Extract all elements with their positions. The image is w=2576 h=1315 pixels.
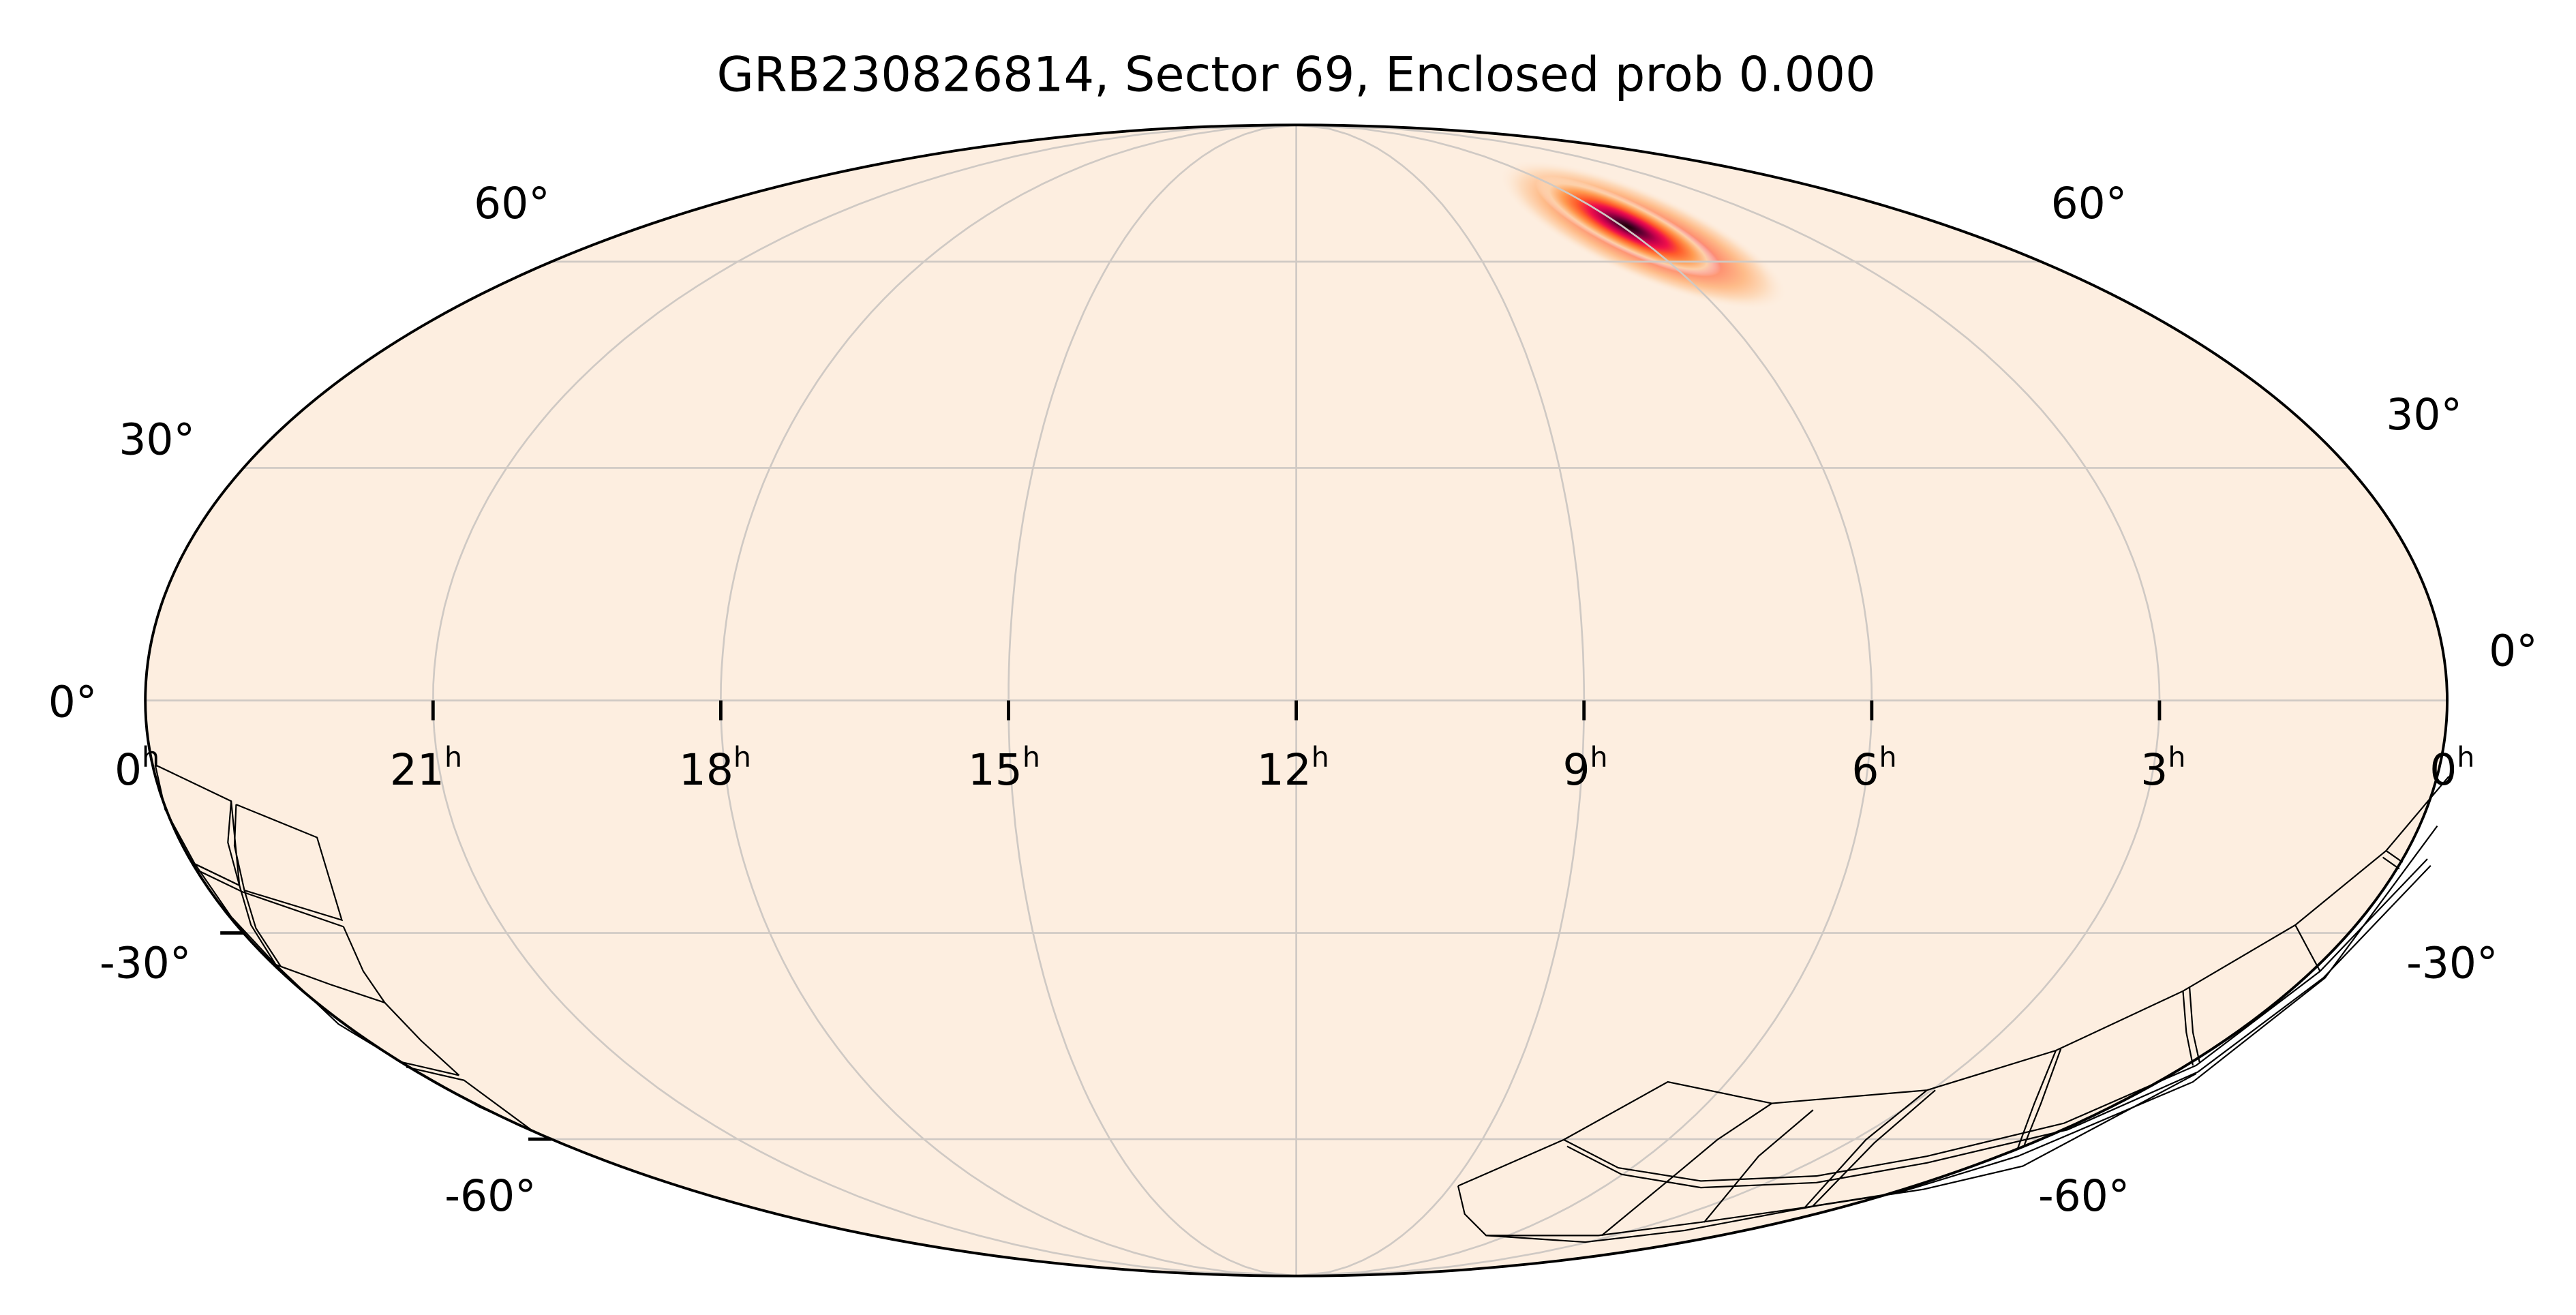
graticule [145,125,2448,1276]
dec-label: -60° [2038,1171,2130,1221]
dec-label: 30° [119,415,195,465]
ra-label: 12h [1257,740,1329,795]
ra-label: 6h [1851,740,1896,795]
tess-tile [1813,1089,1936,1207]
tess-tile [235,804,344,922]
tess-tile [2189,987,2200,1063]
tess-tile [2023,1048,2062,1145]
dec-label: 0° [2489,626,2538,676]
tess-tile [2017,1050,2057,1149]
dec-label: 30° [2386,390,2462,440]
ra-label: 0h [115,740,160,795]
tess-tile [194,863,240,886]
sector-tiles [154,764,2450,1243]
tess-tile [1486,1072,2197,1243]
tess-tile [2294,924,2321,972]
ra-label: 0h [2429,740,2474,795]
tess-tile [275,964,385,1003]
tess-tile [198,870,344,928]
tess-tile [233,804,282,967]
tess-tile [1563,858,2428,1182]
tess-tile [1566,864,2431,1189]
ra-label: 3h [2140,740,2185,795]
ra-tick-labels: 0h 21h 18h 15h 12h 9h 6h 3h 0h [115,740,2474,795]
ra-label: 18h [679,740,751,795]
tess-tile [2385,850,2404,863]
tess-tile [406,1066,534,1132]
ra-label: 9h [1562,740,1607,795]
tess-tile [2182,991,2194,1066]
tess-tile [401,1061,459,1076]
dec-label: 0° [48,678,97,727]
dec-label: -60° [444,1171,536,1221]
chart-title: GRB230826814, Sector 69, Enclosed prob 0… [716,47,1875,103]
tess-tile [1457,776,2450,1187]
dec-label: 60° [474,179,550,228]
ra-label: 21h [390,740,462,795]
ra-label: 15h [968,740,1040,795]
tess-tile [1703,1109,1814,1223]
dec-label: 60° [2051,179,2127,228]
tess-tile [1601,1102,1772,1237]
dec-label: -30° [2406,938,2498,988]
sky-outline [144,123,2449,1278]
dec-tick-labels: 60° 30° 0° -30° -60° 60° 30° 0° -30° -60… [48,179,2538,1221]
tess-tile [1804,1089,1928,1208]
dec-label: -30° [100,938,191,988]
